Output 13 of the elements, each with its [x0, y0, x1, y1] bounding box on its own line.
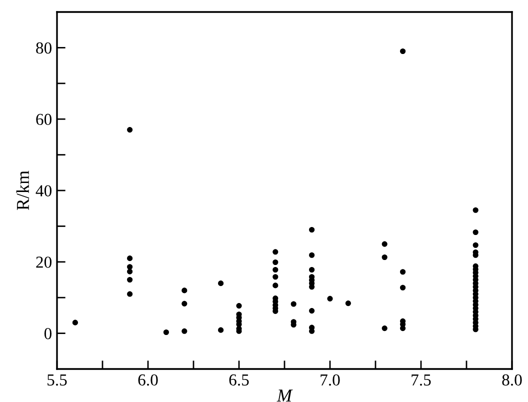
y-tick-label: 20 — [36, 256, 52, 268]
x-axis-title: M — [276, 390, 293, 402]
y-axis-title: R/km — [16, 170, 30, 210]
y-tick-label: 60 — [36, 114, 52, 126]
x-tick-label: 6.5 — [229, 374, 249, 386]
y-tick-label: 40 — [36, 185, 52, 196]
x-tick-label: 7.5 — [412, 374, 431, 386]
y-tick-label: 0 — [44, 328, 52, 340]
y-tick-label: 80 — [36, 42, 52, 54]
x-tick-label: 8.0 — [502, 374, 522, 386]
x-tick-label: 5.5 — [48, 374, 67, 386]
x-tick-label: 7.0 — [320, 374, 340, 386]
x-tick-label: 6.0 — [138, 374, 158, 386]
